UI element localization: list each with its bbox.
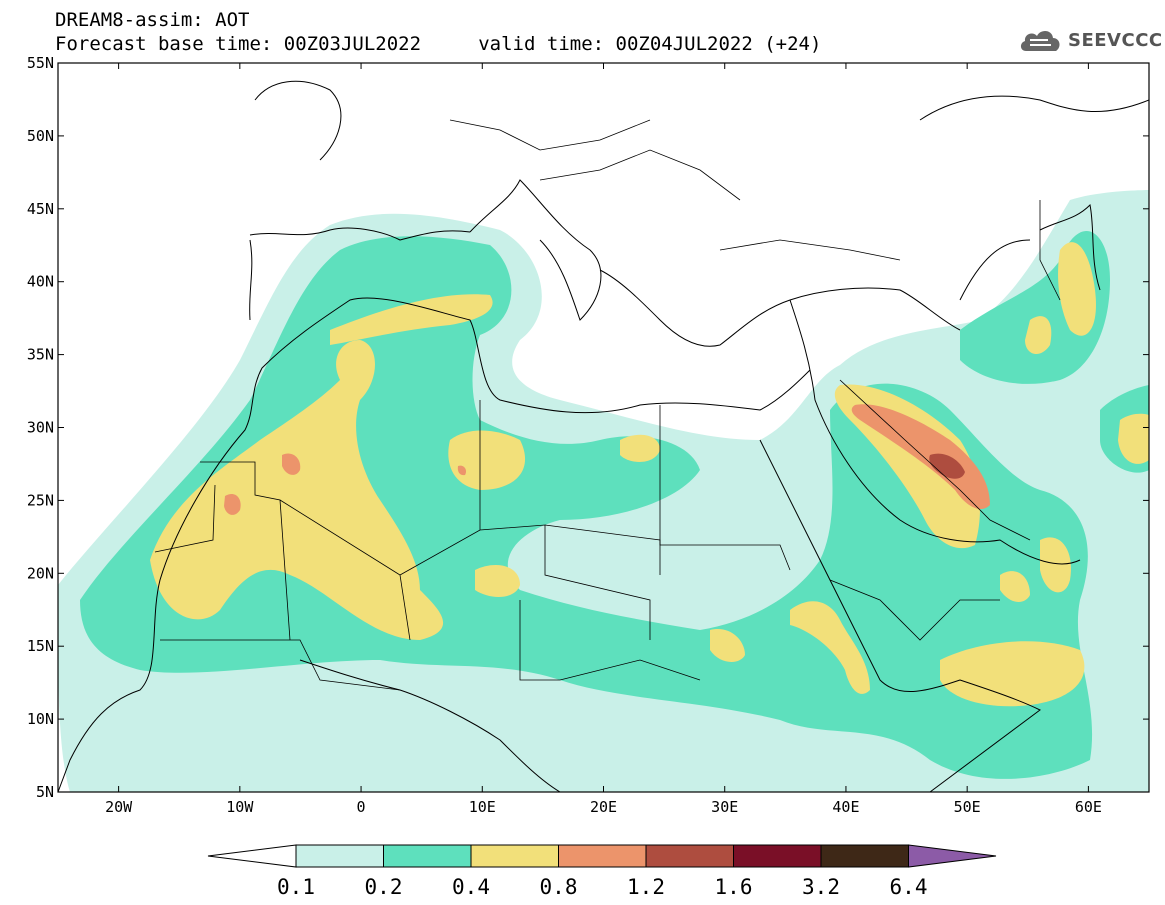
colorbar-label: 0.1 [277, 875, 315, 899]
title-times: Forecast base time: 00Z03JUL2022 valid t… [55, 33, 822, 55]
lat-label: 25N [27, 491, 54, 509]
aot-field [58, 190, 1149, 792]
aot-level-0-1 [58, 190, 1149, 792]
lon-label: 0 [357, 798, 366, 816]
colorbar-segment [383, 844, 472, 868]
lat-label: 55N [27, 54, 54, 72]
aot-level-1-2 [929, 453, 965, 479]
logo: SEEVCCC [1018, 22, 1163, 58]
lat-label: 5N [36, 783, 54, 801]
colorbar-label: 0.8 [540, 875, 578, 899]
map-frame [57, 62, 1150, 793]
colorbar-segment [820, 844, 909, 868]
lat-label: 30N [27, 419, 54, 437]
colorbar-label: 1.2 [627, 875, 665, 899]
colorbar-segment [558, 844, 647, 868]
lon-label: 20E [590, 798, 617, 816]
lon-label: 20W [105, 798, 133, 816]
coastlines [58, 80, 1149, 792]
colorbar-segment [295, 844, 384, 868]
colorbar-segment [645, 844, 734, 868]
borders [154, 119, 1061, 691]
colorbar-segment [470, 844, 559, 868]
lon-label: 40E [832, 798, 859, 816]
colorbar-label: 0.2 [365, 875, 403, 899]
latitude-axis: 55N 50N 45N 40N 35N 30N 25N 20N 15N 10N 5N [27, 54, 1149, 801]
colorbar-label: 1.6 [715, 875, 753, 899]
colorbar: 0.1 0.2 0.4 0.8 1.2 1.6 3.2 6.4 [207, 844, 997, 899]
colorbar-label: 3.2 [802, 875, 840, 899]
colorbar-label: 6.4 [890, 875, 928, 899]
map-background [58, 63, 1149, 792]
lon-label: 50E [954, 798, 981, 816]
colorbar-segment [733, 844, 822, 868]
lon-label: 60E [1075, 798, 1102, 816]
aot-level-0-2 [80, 231, 1149, 779]
lat-label: 45N [27, 200, 54, 218]
aot-level-0-4 [150, 242, 1149, 707]
logo-text: SEEVCCC [1068, 29, 1163, 51]
lat-label: 10N [27, 710, 54, 728]
lat-label: 50N [27, 127, 54, 145]
lon-label: 10E [469, 798, 496, 816]
aot-level-0-8 [224, 404, 990, 515]
longitude-axis: 20W 10W 0 10E 20E 30E 40E 50E 60E [105, 63, 1102, 816]
lon-label: 10W [226, 798, 254, 816]
colorbar-under-triangle [207, 844, 297, 868]
lon-label: 30E [711, 798, 738, 816]
cloud-icon [1020, 30, 1060, 51]
lat-label: 35N [27, 346, 54, 364]
colorbar-label: 0.4 [452, 875, 490, 899]
lat-label: 15N [27, 637, 54, 655]
lat-label: 20N [27, 564, 54, 582]
colorbar-over-triangle [908, 844, 997, 868]
title-model: DREAM8-assim: AOT [55, 9, 250, 31]
lat-label: 40N [27, 273, 54, 291]
